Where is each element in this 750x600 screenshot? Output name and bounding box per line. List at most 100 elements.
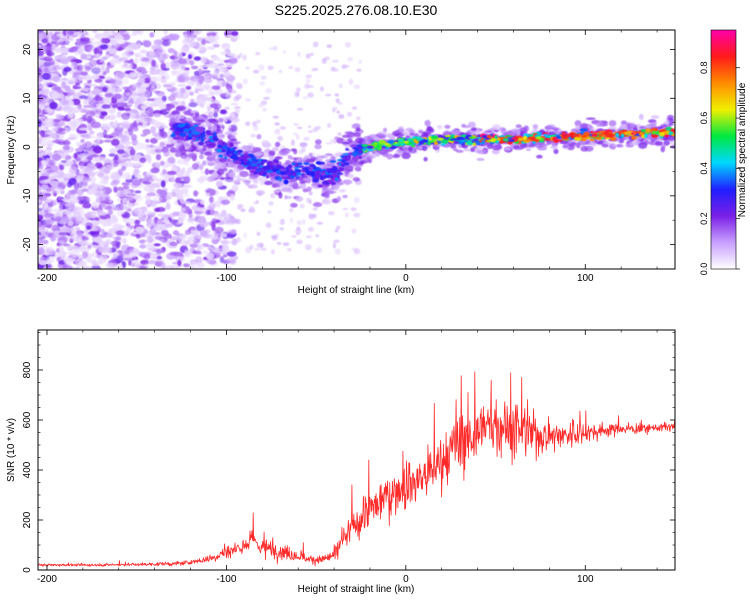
heatmap-cell (297, 51, 301, 57)
heatmap-cell (192, 78, 201, 83)
heatmap-cell (291, 162, 296, 166)
heatmap-cell (44, 252, 50, 256)
heatmap-cell (91, 83, 97, 87)
heatmap-cell (204, 75, 211, 80)
heatmap-cell (155, 161, 161, 169)
heatmap-cell (348, 159, 354, 164)
heatmap-cell (91, 135, 96, 139)
heatmap-cell (61, 99, 70, 106)
heatmap-cell (308, 85, 314, 88)
heatmap-cell (186, 153, 195, 158)
heatmap-cell (289, 208, 294, 213)
heatmap-cell (74, 75, 84, 83)
heatmap-cell (178, 58, 187, 65)
heatmap-cell (38, 157, 44, 162)
heatmap-cell (213, 137, 219, 142)
heatmap-cell (150, 126, 156, 134)
heatmap-cell (214, 88, 223, 96)
heatmap-cell (112, 252, 118, 259)
heatmap-cell (308, 213, 315, 220)
heatmap-cell (154, 207, 160, 213)
heatmap-cell (103, 167, 111, 174)
heatmap-cell (197, 120, 203, 125)
heatmap-cell (552, 127, 560, 131)
heatmap-cell (86, 225, 91, 230)
heatmap-cell (312, 202, 323, 208)
heatmap-cell (218, 139, 223, 143)
heatmap-cell (65, 191, 71, 199)
heatmap-cell (61, 215, 70, 223)
heatmap-cell (213, 112, 218, 118)
heatmap-cell (383, 127, 387, 132)
heatmap-cell (228, 127, 235, 132)
heatmap-cell (116, 230, 125, 236)
heatmap-cell (260, 75, 267, 80)
heatmap-cell (113, 42, 121, 48)
heatmap-cell (139, 49, 148, 54)
heatmap-cell (197, 244, 202, 250)
heatmap-cell (589, 127, 595, 131)
heatmap-cell (181, 207, 186, 212)
heatmap-cell (53, 218, 59, 222)
heatmap-cell (354, 166, 362, 172)
heatmap-cell (97, 211, 107, 216)
heatmap-cell (272, 146, 279, 152)
heatmap-cell (158, 103, 168, 110)
heatmap-cell (177, 77, 186, 83)
heatmap-cell (218, 154, 224, 158)
heatmap-cell (236, 55, 241, 60)
heatmap-cell (116, 179, 121, 184)
heatmap-cell (113, 93, 122, 100)
heatmap-cell (212, 131, 217, 137)
heatmap-cell (191, 65, 199, 70)
heatmap-cell (274, 141, 281, 148)
heatmap-cell (216, 180, 223, 188)
heatmap-cell (667, 114, 674, 120)
heatmap-cell (183, 263, 190, 268)
heatmap-cell (166, 170, 177, 175)
heatmap-cell (77, 261, 88, 268)
heatmap-cell (47, 143, 53, 148)
heatmap-cell (39, 89, 49, 97)
heatmap-cell (153, 90, 161, 94)
heatmap-cell (112, 236, 122, 240)
heatmap-cell (493, 129, 500, 133)
heatmap-cell (105, 262, 114, 268)
heatmap-cell (90, 231, 100, 238)
heatmap-cell (234, 106, 241, 109)
heatmap-cell (532, 124, 539, 129)
heatmap-cell (81, 87, 91, 92)
heatmap-cell (227, 85, 233, 93)
heatmap-cell (147, 219, 156, 226)
heatmap-cell (54, 230, 60, 235)
heatmap-cell (187, 54, 193, 60)
heatmap-cell (155, 153, 162, 161)
heatmap-cell (123, 130, 129, 135)
heatmap-cell (421, 145, 428, 152)
heatmap-cell (129, 62, 134, 70)
heatmap-cell (131, 134, 137, 141)
heatmap-cell (170, 63, 180, 70)
heatmap-cell (302, 218, 306, 225)
heatmap-cell (43, 56, 53, 62)
heatmap-cell (329, 160, 337, 163)
heatmap-cell (46, 82, 56, 86)
heatmap-cell (216, 148, 222, 153)
heatmap-cell (332, 174, 339, 179)
heatmap-cell (207, 46, 216, 50)
heatmap-cell (173, 149, 182, 153)
heatmap-cell (146, 204, 151, 208)
heatmap-cell (296, 126, 303, 130)
heatmap-cell (287, 248, 292, 252)
heatmap-cell (277, 135, 283, 142)
heatmap-cell (145, 139, 150, 143)
heatmap-cell (70, 231, 78, 236)
heatmap-cell (271, 249, 275, 255)
heatmap-cell (180, 188, 189, 194)
heatmap-cell (619, 123, 628, 130)
heatmap-cell (158, 129, 166, 137)
heatmap-cell (181, 155, 187, 160)
heatmap-cell (80, 246, 90, 254)
heatmap-cell (341, 64, 348, 69)
heatmap-cell (135, 195, 143, 202)
